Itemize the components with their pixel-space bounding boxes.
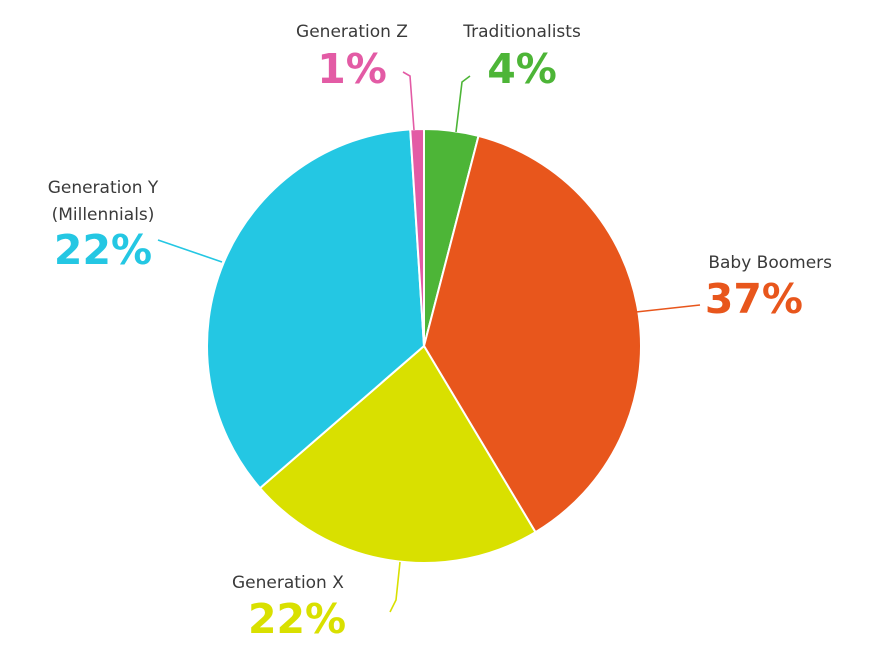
category-label-generation-y-millennials: Generation Y [48,178,159,198]
category-label-traditionalists: Traditionalists [462,22,581,42]
leader-line-generation-y-millennials [157,239,223,263]
leader-line-baby-boomers [635,304,701,313]
percent-label-generation-z: 1% [317,45,387,93]
pie-slice-generation-y-millennials [206,128,425,490]
percent-label-generation-x: 22% [248,595,346,643]
percent-label-generation-y-millennials: 22% [54,226,152,274]
percent-label-traditionalists: 4% [487,45,557,93]
pie-slice-generation-x [259,345,537,564]
pie-slice-baby-boomers [423,134,642,534]
percent-label-baby-boomers: 37% [705,275,803,323]
category-label-generation-y-millennials: (Millennials) [52,205,155,225]
pie-slice-generation-z [409,128,425,347]
leader-line-generation-z [402,71,415,131]
pie-slices [206,128,642,564]
leader-line-generation-x [389,561,401,613]
leader-line-traditionalists [455,75,471,133]
category-label-generation-x: Generation X [232,573,344,593]
category-label-baby-boomers: Baby Boomers [708,253,832,273]
category-label-generation-z: Generation Z [296,22,408,42]
